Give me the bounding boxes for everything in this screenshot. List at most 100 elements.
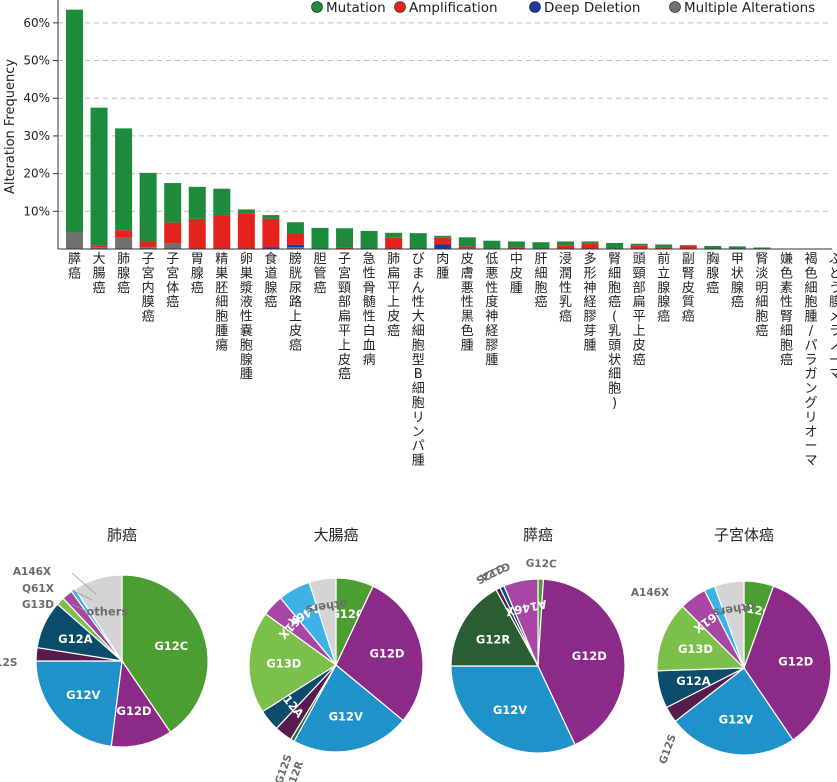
bar-mutation-segment [704, 245, 722, 249]
pie-slice-g12v [293, 664, 404, 753]
bar-mutation-segment [532, 242, 550, 249]
category-label: 肝細胞癌 [534, 252, 547, 310]
leader-line [71, 572, 97, 595]
category-label: 子宮内膜癌 [142, 252, 155, 325]
bar-mutation-segment [434, 235, 452, 238]
bar-deletion-segment [286, 244, 304, 248]
category-label: 肉腫 [436, 252, 449, 281]
bar-mutation-segment [139, 172, 157, 242]
bar-amplification-segment [90, 245, 108, 248]
pie-label-a146x: A146X [13, 566, 51, 578]
bar-mutation-segment [630, 243, 648, 246]
bar-mutation-segment [360, 230, 378, 249]
pie-label-g12v: G12V [719, 713, 753, 727]
y-tick-labels: 10% 20% 30% 40% 50% 60% [23, 16, 58, 218]
legend-deep-deletion-marker [529, 1, 541, 13]
pie-title: 膵癌 [523, 526, 553, 544]
category-label: 皮膚悪性黒色腫 [461, 252, 474, 353]
bar-mutation-segment [262, 215, 280, 219]
pie-label-others: others [86, 605, 128, 619]
pie-label-q61x: Q61X [22, 583, 54, 595]
pie-slice-g12v [674, 667, 794, 756]
category-label: ぶどう膜メラノーマ [829, 252, 837, 382]
bar-multiple-segment [90, 247, 108, 249]
bar-mutation-segment [753, 247, 771, 249]
category-label: 卵巣漿液性嚢胞腺腫 [240, 252, 253, 382]
pie-label-g13d: G13D [22, 599, 54, 611]
bar-amplification-segment [385, 237, 403, 249]
y-axis-label: Alteration Frequency [3, 59, 18, 194]
bar-amplification-segment [188, 218, 206, 249]
category-label: 急性骨髄性白血病 [363, 252, 376, 368]
bar-mutation-segment [336, 228, 354, 248]
pie-label-g12v: G12V [493, 703, 527, 717]
leader-line [71, 603, 89, 613]
bar-mutation-segment [728, 246, 746, 249]
category-label: 大腸癌 [93, 252, 106, 296]
pie-lung: 肺癌 G12C G12D G12V G12S G12A G13D Q61X A146X othe… [0, 526, 209, 748]
category-label: 甲状腺癌 [731, 252, 744, 310]
bar-amplification-segment [336, 247, 354, 249]
pie-slice-a146x [503, 578, 539, 667]
bar-multiple-segment [115, 237, 133, 249]
pie-label-g12d: G12D [117, 704, 152, 718]
category-label: 胆管癌 [313, 252, 326, 296]
category-label: 肺扁平上皮癌 [387, 252, 400, 339]
category-label: 前立腺腺癌 [657, 251, 670, 325]
pie-label-g12r: G12R [476, 632, 510, 646]
pie-label-g12c: G12C [526, 558, 558, 571]
pie-label-g13d: G13D [266, 656, 301, 670]
pie-label-g13d: G13D [678, 642, 713, 656]
bar-amplification-segment [286, 233, 304, 245]
pie-label-g12a: G12A [58, 632, 92, 646]
bar-mutation-segment [90, 107, 108, 246]
category-label: びまん性大細胞型 B 細胞リンパ腫 [412, 252, 425, 469]
category-labels: 膵癌大腸癌肺腺癌子宮内膜癌子宮体癌胃腺癌精巣胚細胞腫瘍卵巣漿液性嚢胞腺腫食道腺癌… [68, 251, 837, 469]
pie-title: 大腸癌 [313, 526, 358, 544]
pie-label-g12s: G12S [657, 733, 679, 766]
category-label: 腎細胞癌(乳頭状細胞) [608, 252, 621, 411]
bar-marks [66, 9, 771, 249]
bar-mutation-segment [557, 241, 574, 246]
bar-mutation-segment [311, 227, 329, 249]
category-label: 副腎皮質癌 [682, 252, 695, 325]
pie-label-g12v: G12V [329, 709, 363, 723]
category-label: 褐色細胞腫/パラガングリオーマ [804, 252, 817, 469]
bar-mutation-segment [483, 240, 501, 249]
bar-amplification-segment [581, 243, 599, 249]
axes [57, 0, 832, 250]
pie-slice-g12d [110, 659, 172, 748]
bar-amplification-segment [630, 245, 648, 249]
y-tick-label: 20% [23, 167, 50, 181]
bar-deletion-segment [262, 247, 280, 249]
bar-amplification-segment [679, 245, 697, 249]
pie-slice-g12r [450, 588, 540, 667]
bar-multiple-segment [164, 243, 182, 249]
pie-label-others: others [305, 596, 349, 616]
bar-mutation-segment [237, 209, 255, 214]
bar-mutation-segment [655, 244, 673, 248]
category-label: 浸潤性乳癌 [559, 252, 572, 325]
bar-mutation-segment [286, 222, 304, 234]
y-tick-label: 10% [23, 204, 50, 218]
pie-label-g12a: G12A [676, 674, 710, 688]
pie-slice-g12d [743, 585, 832, 741]
bar-amplification-segment [164, 222, 182, 244]
pie-slice-g13d [656, 605, 746, 672]
bar-mutation-segment [213, 188, 231, 216]
grid-lines [58, 22, 832, 212]
category-label: 多形神経膠芽腫 [584, 251, 597, 353]
pie-label-g12c: G12C [330, 607, 364, 621]
bar-amplification-segment [139, 241, 157, 248]
pie-slice-others [308, 577, 337, 666]
bar-mutation-segment [188, 186, 206, 219]
pie-slice-g13d [248, 613, 338, 713]
category-label: 中皮腫 [510, 252, 523, 296]
category-label: 子宮頸部扁平上皮癌 [338, 252, 351, 382]
pie-label-g12d: G12D [369, 647, 404, 661]
bar-multiple-segment [66, 232, 83, 249]
leader-line [71, 589, 93, 601]
y-tick-label: 50% [23, 54, 50, 68]
